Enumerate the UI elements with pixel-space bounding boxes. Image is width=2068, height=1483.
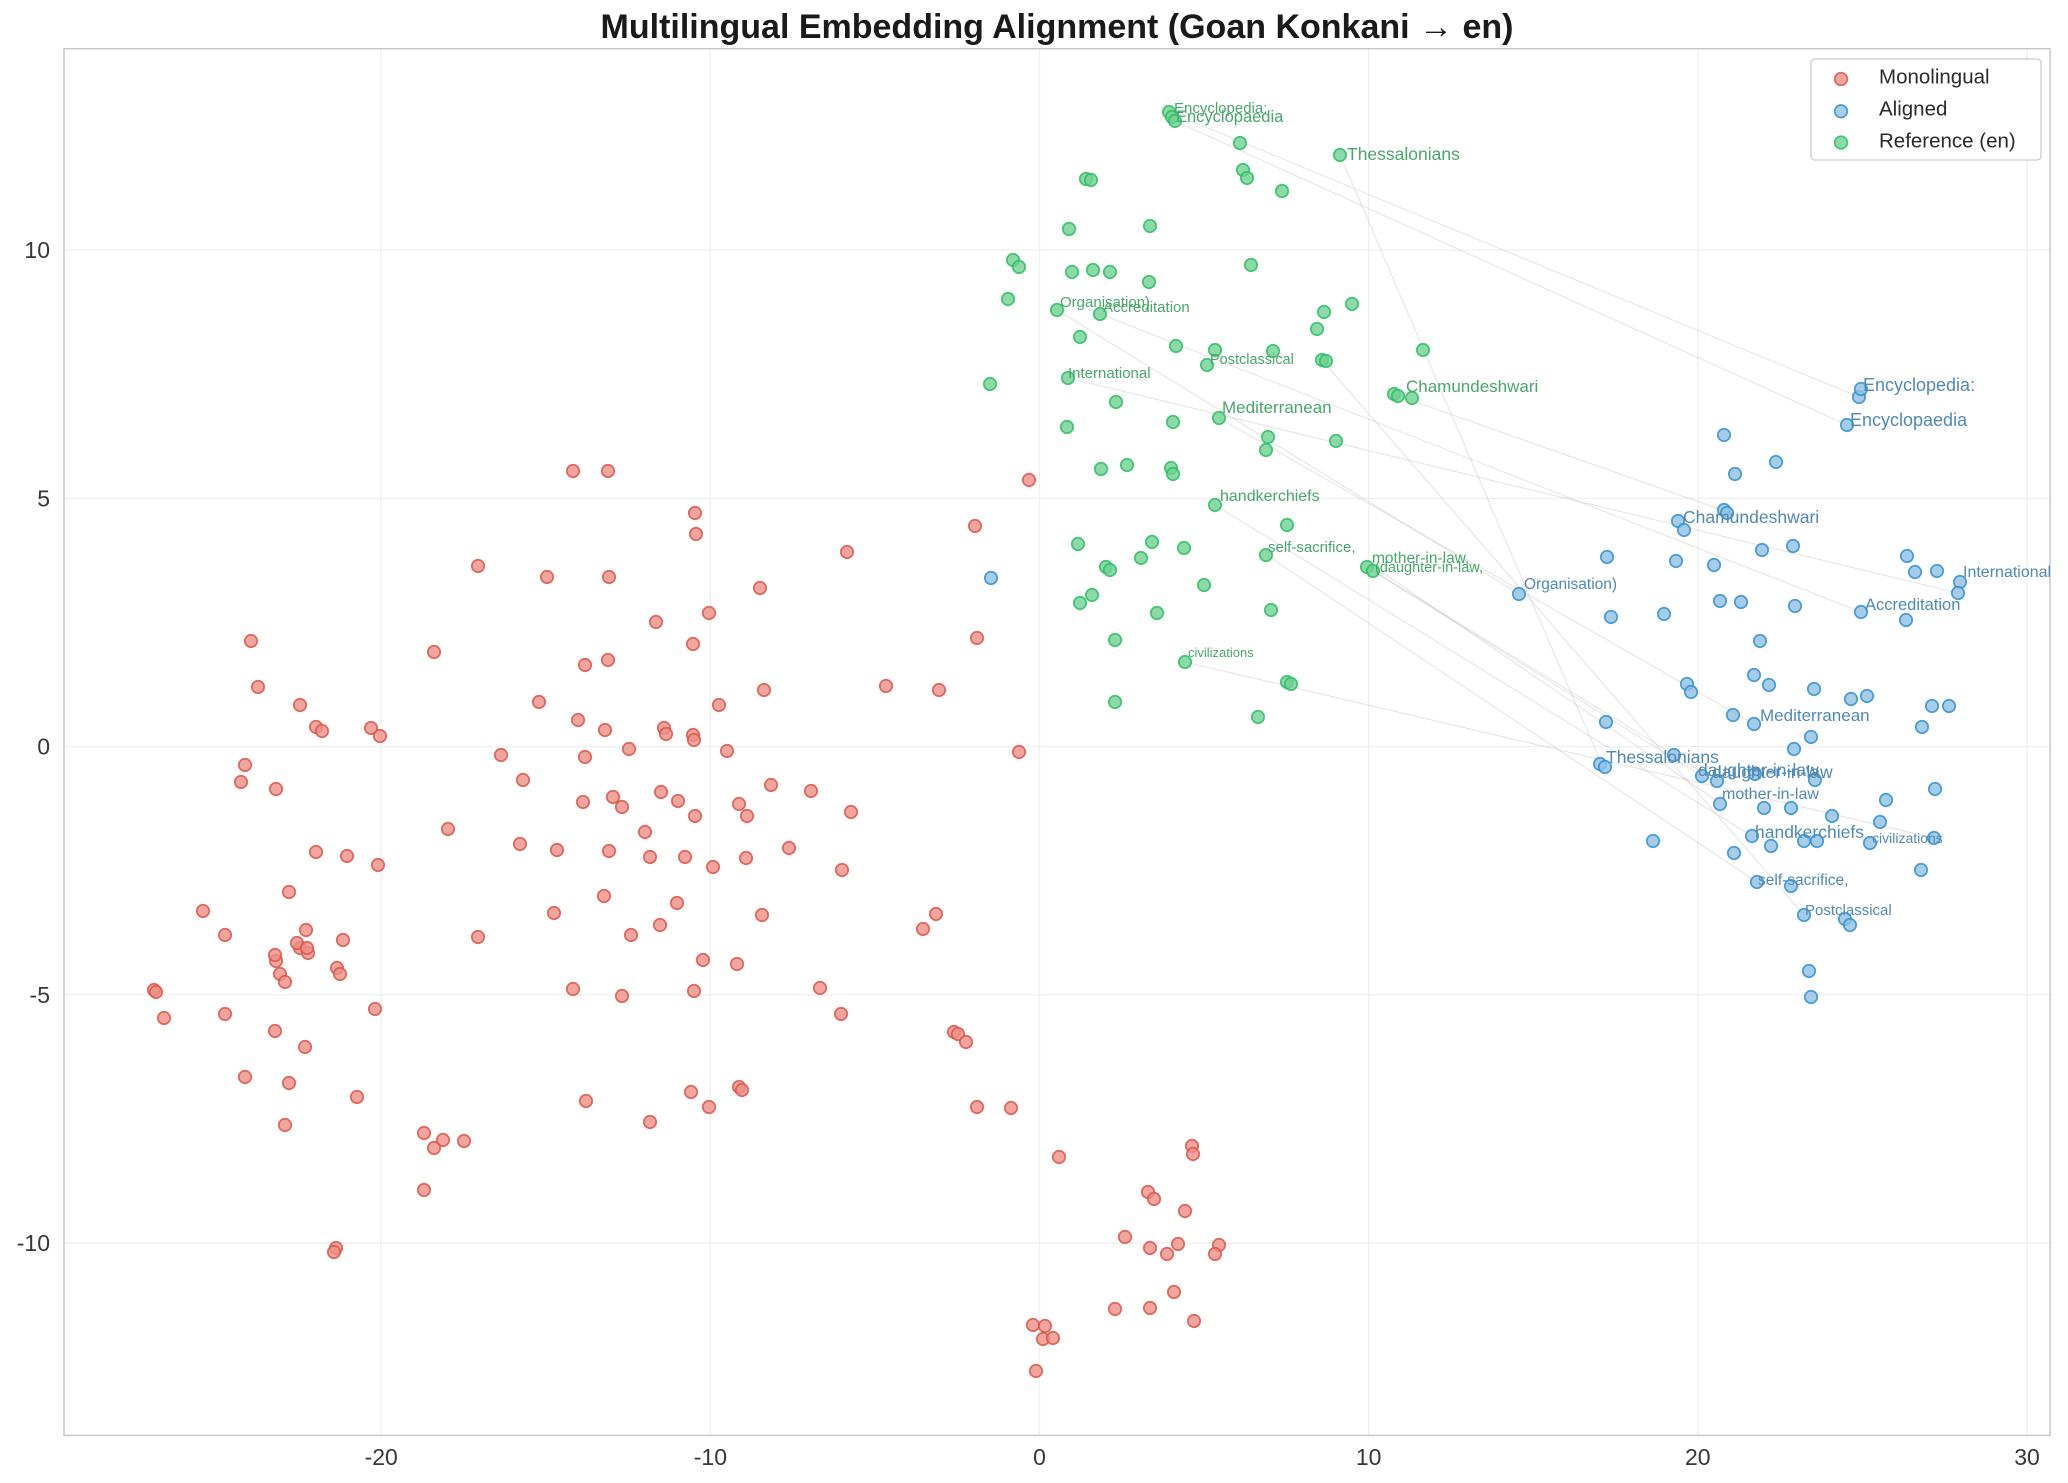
svg-text:Mediterranean: Mediterranean	[1222, 398, 1332, 417]
svg-text:Multilingual Embedding Alignme: Multilingual Embedding Alignment (Goan K…	[601, 8, 1514, 46]
svg-text:Accreditation: Accreditation	[1103, 299, 1190, 316]
svg-text:self-sacrifice,: self-sacrifice,	[1758, 872, 1848, 889]
svg-text:Thessalonians: Thessalonians	[1347, 144, 1460, 164]
svg-text:Postclassical: Postclassical	[1805, 902, 1892, 919]
svg-text:Encyclopedia:: Encyclopedia:	[1174, 100, 1267, 117]
svg-text:-10: -10	[17, 1230, 50, 1256]
svg-text:(daughter-in-law,: (daughter-in-law,	[1375, 560, 1483, 576]
svg-text:Aligned: Aligned	[1879, 98, 1947, 121]
svg-text:Accreditation: Accreditation	[1865, 596, 1960, 614]
svg-text:civilizations: civilizations	[1188, 645, 1254, 660]
svg-text:0: 0	[37, 734, 50, 760]
svg-text:handkerchiefs: handkerchiefs	[1220, 488, 1320, 505]
svg-text:10: 10	[1356, 1444, 1382, 1470]
svg-text:Encyclopaedia: Encyclopaedia	[1850, 410, 1968, 430]
svg-text:-10: -10	[694, 1444, 727, 1470]
svg-text:10: 10	[24, 237, 50, 263]
svg-text:Mediterranean: Mediterranean	[1760, 706, 1870, 725]
svg-text:International: International	[1963, 564, 2051, 581]
svg-text:daughter-in-law: daughter-in-law	[1712, 762, 1833, 782]
svg-text:Encyclopaedia: Encyclopaedia	[1176, 108, 1284, 126]
svg-text:Thessalonians: Thessalonians	[1606, 747, 1719, 767]
svg-text:handkerchiefs: handkerchiefs	[1755, 822, 1864, 842]
svg-text:Organisation): Organisation)	[1524, 576, 1617, 593]
svg-text:Chamundeshwari: Chamundeshwari	[1683, 507, 1819, 527]
svg-text:Reference (en): Reference (en)	[1879, 130, 2016, 153]
svg-text:Postclassical: Postclassical	[1210, 352, 1294, 368]
svg-text:-5: -5	[30, 982, 50, 1008]
svg-text:Monolingual: Monolingual	[1879, 66, 1990, 89]
svg-text:civilizations: civilizations	[1872, 830, 1943, 846]
svg-text:self-sacrifice,: self-sacrifice,	[1268, 539, 1356, 556]
svg-text:mother-in-law: mother-in-law	[1722, 786, 1819, 803]
svg-text:Organisation): Organisation)	[1060, 294, 1150, 311]
svg-text:0: 0	[1033, 1444, 1046, 1470]
svg-text:Encyclopedia:: Encyclopedia:	[1863, 375, 1975, 395]
svg-text:International: International	[1068, 365, 1151, 382]
svg-text:mother-in-law,: mother-in-law,	[1372, 550, 1469, 567]
svg-text:Chamundeshwari: Chamundeshwari	[1406, 377, 1538, 396]
svg-text:daughter-in-law: daughter-in-law	[1698, 760, 1819, 780]
svg-text:5: 5	[37, 485, 50, 511]
svg-text:-20: -20	[365, 1444, 398, 1470]
svg-text:30: 30	[2014, 1444, 2040, 1470]
svg-text:20: 20	[1685, 1444, 1711, 1470]
